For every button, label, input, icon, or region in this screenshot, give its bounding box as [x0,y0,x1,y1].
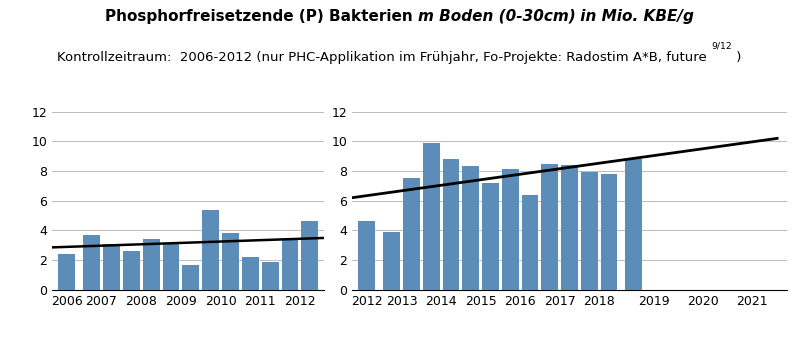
Bar [403,178,419,290]
Bar [542,164,559,290]
Bar [162,244,180,290]
Bar [281,240,299,290]
Bar [222,232,239,290]
Text: Kontrollzeitraum:  2006-2012 (nur PHC-Applikation im Frühjahr, Fo-Projekte: Rado: Kontrollzeitraum: 2006-2012 (nur PHC-App… [58,51,711,64]
Bar [423,143,439,290]
Bar [143,239,160,290]
Bar [202,209,219,290]
Bar [58,254,75,290]
Text: Phosphorfreisetzende (P) Bakterien: Phosphorfreisetzende (P) Bakterien [105,9,418,24]
Text: ): ) [732,51,741,64]
Bar [182,265,199,290]
Bar [242,257,259,290]
Bar [502,169,519,290]
Text: 9/12: 9/12 [711,42,732,51]
Bar [384,232,400,290]
Bar [443,159,459,290]
Bar [359,222,376,290]
Bar [103,244,120,290]
Bar [262,262,279,290]
Bar [301,222,318,290]
Bar [482,183,499,290]
Bar [123,251,140,290]
Bar [581,172,598,290]
Text: in Mio. KBE/g: in Mio. KBE/g [575,9,694,24]
Bar [626,159,642,290]
Bar [601,174,618,290]
Bar [463,166,479,290]
Bar [522,195,539,290]
Text: m Boden (0-30cm): m Boden (0-30cm) [418,9,575,24]
Bar [83,235,100,290]
Bar [561,165,578,290]
